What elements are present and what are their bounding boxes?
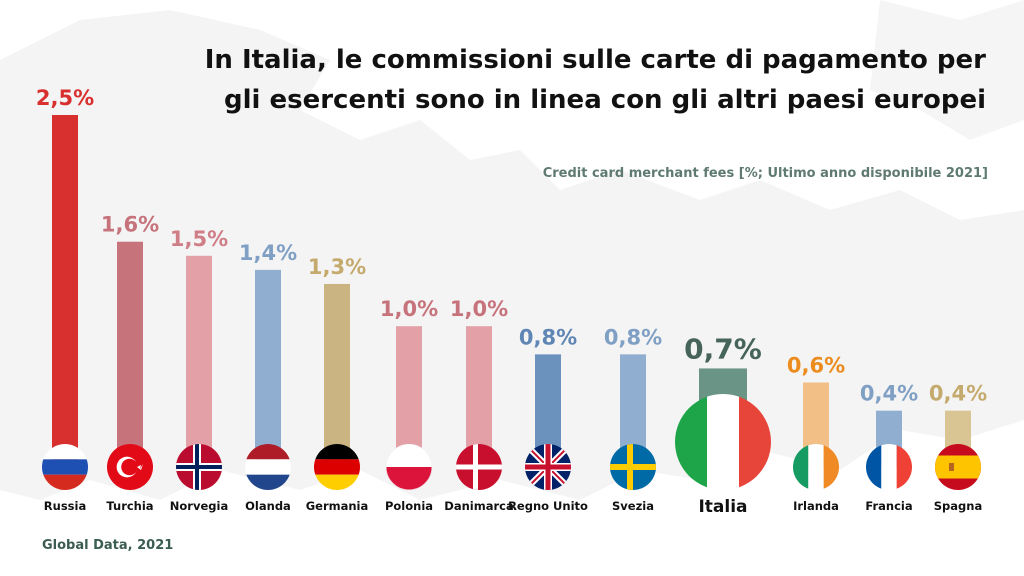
bar-danimarca — [466, 326, 492, 467]
bar-norvegia — [186, 255, 212, 467]
value-label-polonia: 1,0% — [380, 297, 438, 321]
category-label-polonia: Polonia — [385, 499, 433, 513]
category-label-russia: Russia — [44, 499, 86, 513]
source-note: Global Data, 2021 — [42, 538, 174, 553]
denmark-flag-icon — [456, 444, 502, 490]
bar-polonia — [396, 326, 422, 467]
germany-flag-icon — [314, 444, 360, 490]
value-label-francia: 0,4% — [860, 382, 918, 406]
category-label-danimarca: Danimarca — [444, 499, 513, 513]
france-flag-icon — [866, 444, 912, 490]
value-label-svezia: 0,8% — [604, 325, 662, 349]
value-label-danimarca: 1,0% — [450, 297, 508, 321]
category-label-spagna: Spagna — [934, 499, 982, 513]
value-label-russia: 2,5% — [36, 86, 94, 110]
chart-subtitle: Credit card merchant fees [%; Ultimo ann… — [542, 166, 988, 181]
poland-flag-icon — [386, 444, 432, 490]
category-label-italia: Italia — [698, 497, 747, 517]
category-label-norvegia: Norvegia — [170, 499, 228, 513]
value-label-norvegia: 1,5% — [170, 227, 228, 251]
value-label-germania: 1,3% — [308, 255, 366, 279]
title-line-2: gli esercenti sono in linea con gli altr… — [223, 85, 986, 115]
category-label-germania: Germania — [306, 499, 369, 513]
netherlands-flag-icon — [245, 444, 291, 490]
italy-flag-icon — [675, 394, 771, 490]
bar-russia — [52, 115, 78, 467]
bar-olanda — [255, 269, 281, 467]
category-label-irlanda: Irlanda — [793, 499, 839, 513]
bar-turchia — [117, 241, 143, 467]
spain-flag-icon — [935, 444, 981, 490]
value-label-turchia: 1,6% — [101, 213, 159, 237]
category-label-olanda: Olanda — [245, 499, 291, 513]
turkey-flag-icon — [107, 444, 153, 490]
value-label-italia: 0,7% — [684, 332, 762, 365]
sweden-flag-icon — [610, 444, 656, 490]
uk-flag-icon — [525, 444, 571, 490]
ireland-flag-icon — [793, 444, 839, 490]
category-label-turchia: Turchia — [106, 499, 153, 513]
value-label-olanda: 1,4% — [239, 241, 297, 265]
category-label-regno-unito: Regno Unito — [508, 499, 588, 513]
norway-flag-icon — [176, 444, 222, 490]
category-label-francia: Francia — [865, 499, 912, 513]
russia-flag-icon — [42, 444, 88, 490]
title-line-1: In Italia, le commissioni sulle carte di… — [204, 45, 986, 75]
value-label-regno-unito: 0,8% — [519, 325, 577, 349]
value-label-spagna: 0,4% — [929, 382, 987, 406]
chart-title: In Italia, le commissioni sulle carte di… — [126, 40, 986, 120]
value-label-irlanda: 0,6% — [787, 354, 845, 378]
category-label-svezia: Svezia — [612, 499, 654, 513]
bar-germania — [324, 283, 350, 467]
